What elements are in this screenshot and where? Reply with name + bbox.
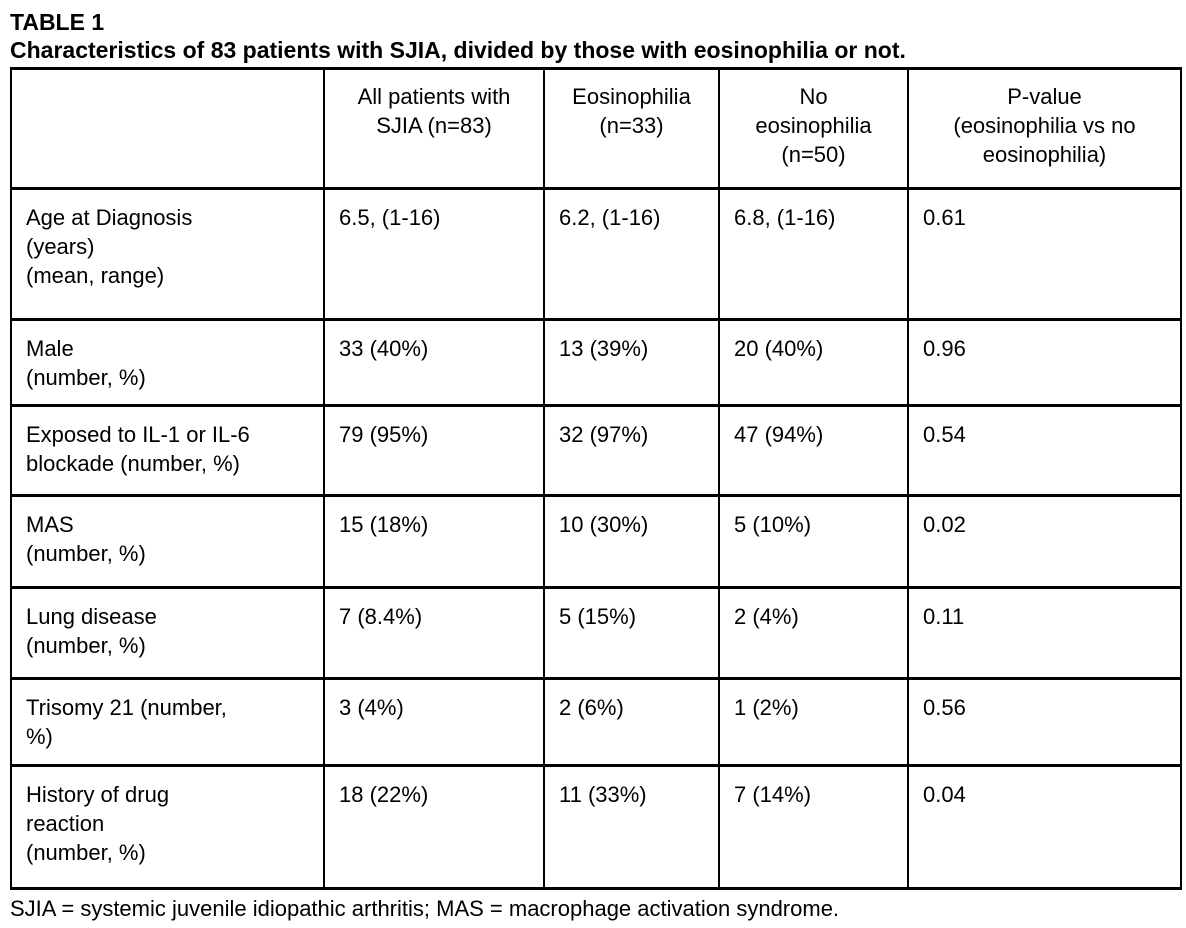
value-cell-no-eosinophilia: 2 (4%) <box>718 586 909 680</box>
row-label-cell: MAS (number, %) <box>10 494 325 589</box>
row-label-cell: Lung disease (number, %) <box>10 586 325 680</box>
table-row-age-at-diagnosis: Age at Diagnosis (years) (mean, range) 6… <box>10 187 1182 321</box>
value-cell-no-eosinophilia: 20 (40%) <box>718 318 909 407</box>
value-cell-eosinophilia: 5 (15%) <box>543 586 720 680</box>
table-row-il-blockade: Exposed to IL-1 or IL-6 blockade (number… <box>10 404 1182 497</box>
value-cell-p-value: 0.02 <box>907 494 1182 589</box>
value-cell-no-eosinophilia: 47 (94%) <box>718 404 909 497</box>
row-label-cell: Exposed to IL-1 or IL-6 blockade (number… <box>10 404 325 497</box>
table-row-mas: MAS (number, %) 15 (18%) 10 (30%) 5 (10%… <box>10 494 1182 589</box>
column-header-no-eosinophilia: No eosinophilia (n=50) <box>718 67 909 190</box>
value-cell-eosinophilia: 11 (33%) <box>543 764 720 890</box>
value-cell-p-value: 0.04 <box>907 764 1182 890</box>
value-cell-all-patients: 33 (40%) <box>323 318 545 407</box>
header-row: All patients with SJIA (n=83) Eosinophil… <box>10 67 1182 190</box>
value-cell-p-value: 0.11 <box>907 586 1182 680</box>
value-cell-p-value: 0.61 <box>907 187 1182 321</box>
row-label-cell: Male (number, %) <box>10 318 325 407</box>
table-row-lung-disease: Lung disease (number, %) 7 (8.4%) 5 (15%… <box>10 586 1182 680</box>
table-caption: Characteristics of 83 patients with SJIA… <box>10 37 906 63</box>
column-header-empty <box>10 67 325 190</box>
value-cell-all-patients: 79 (95%) <box>323 404 545 497</box>
row-label-cell: Age at Diagnosis (years) (mean, range) <box>10 187 325 321</box>
value-cell-all-patients: 6.5, (1-16) <box>323 187 545 321</box>
value-cell-eosinophilia: 6.2, (1-16) <box>543 187 720 321</box>
table-row-drug-reaction: History of drug reaction (number, %) 18 … <box>10 764 1182 890</box>
value-cell-eosinophilia: 10 (30%) <box>543 494 720 589</box>
value-cell-no-eosinophilia: 6.8, (1-16) <box>718 187 909 321</box>
table-number-label: TABLE 1 <box>10 9 105 35</box>
value-cell-all-patients: 15 (18%) <box>323 494 545 589</box>
column-header-p-value: P-value (eosinophilia vs no eosinophilia… <box>907 67 1182 190</box>
table-row-male: Male (number, %) 33 (40%) 13 (39%) 20 (4… <box>10 318 1182 407</box>
value-cell-p-value: 0.54 <box>907 404 1182 497</box>
value-cell-no-eosinophilia: 7 (14%) <box>718 764 909 890</box>
row-label-cell: History of drug reaction (number, %) <box>10 764 325 890</box>
table-footnote: SJIA = systemic juvenile idiopathic arth… <box>10 896 840 921</box>
value-cell-all-patients: 18 (22%) <box>323 764 545 890</box>
column-header-eosinophilia: Eosinophilia (n=33) <box>543 67 720 190</box>
table-row-trisomy-21: Trisomy 21 (number, %) 3 (4%) 2 (6%) 1 (… <box>10 677 1182 767</box>
value-cell-eosinophilia: 2 (6%) <box>543 677 720 767</box>
value-cell-all-patients: 3 (4%) <box>323 677 545 767</box>
characteristics-table: All patients with SJIA (n=83) Eosinophil… <box>10 67 1182 890</box>
value-cell-p-value: 0.96 <box>907 318 1182 407</box>
value-cell-p-value: 0.56 <box>907 677 1182 767</box>
value-cell-no-eosinophilia: 5 (10%) <box>718 494 909 589</box>
value-cell-all-patients: 7 (8.4%) <box>323 586 545 680</box>
value-cell-eosinophilia: 13 (39%) <box>543 318 720 407</box>
value-cell-no-eosinophilia: 1 (2%) <box>718 677 909 767</box>
column-header-all-patients: All patients with SJIA (n=83) <box>323 67 545 190</box>
value-cell-eosinophilia: 32 (97%) <box>543 404 720 497</box>
row-label-cell: Trisomy 21 (number, %) <box>10 677 325 767</box>
